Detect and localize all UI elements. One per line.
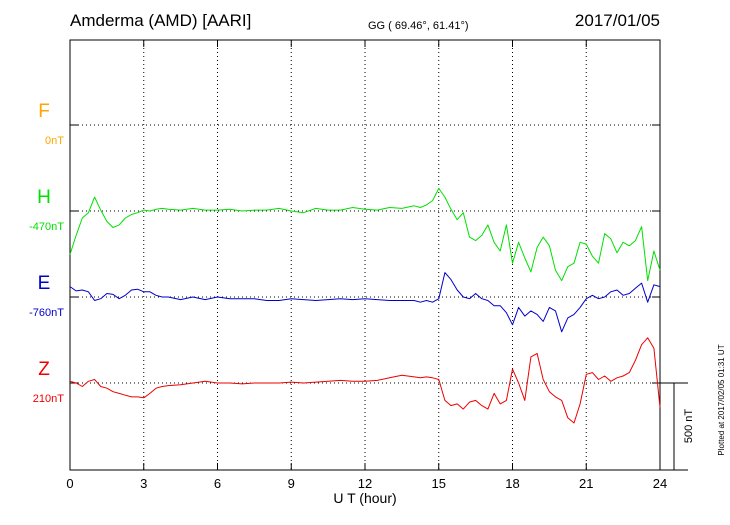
component-baseline-Z: 210nT (33, 393, 64, 405)
component-letter-H: H (37, 187, 51, 208)
x-tick-label-3: 3 (140, 476, 147, 491)
trace-Z (69, 337, 661, 424)
component-baseline-E: -760nT (29, 307, 64, 319)
series-layer (69, 187, 661, 424)
x-tick-label-0: 0 (66, 476, 73, 491)
trace-H (69, 187, 661, 282)
station-coords: GG ( 69.46°, 61.41°) (368, 20, 469, 32)
x-tick-label-18: 18 (505, 476, 519, 491)
plotted-at-note: Plotted at 2017/02/05 01:31 UT (717, 344, 726, 455)
x-axis-label: U T (hour) (333, 490, 396, 506)
trace-E (69, 272, 661, 333)
x-tick-label-9: 9 (288, 476, 295, 491)
grid-layer (70, 40, 660, 470)
component-letter-Z: Z (38, 359, 50, 380)
component-baseline-H: -470nT (29, 221, 64, 233)
component-letter-E: E (38, 273, 51, 294)
station-title: Amderma (AMD) [AARI] (70, 11, 251, 30)
scale-bar-label: 500 nT (683, 409, 695, 444)
x-tick-label-6: 6 (214, 476, 221, 491)
x-tick-label-21: 21 (579, 476, 593, 491)
component-letter-F: F (38, 101, 50, 122)
tick-layer: 0 3 6 9 12 15 18 21 24 (66, 40, 667, 491)
component-baseline-F: 0nT (45, 135, 64, 147)
x-tick-label-24: 24 (653, 476, 667, 491)
scale-bar: 500 nT (660, 382, 695, 471)
plot-date: 2017/01/05 (575, 11, 660, 30)
x-tick-label-15: 15 (432, 476, 446, 491)
x-tick-label-12: 12 (358, 476, 372, 491)
component-labels: F 0nT H -470nT E -760nT Z 210nT (29, 101, 64, 405)
